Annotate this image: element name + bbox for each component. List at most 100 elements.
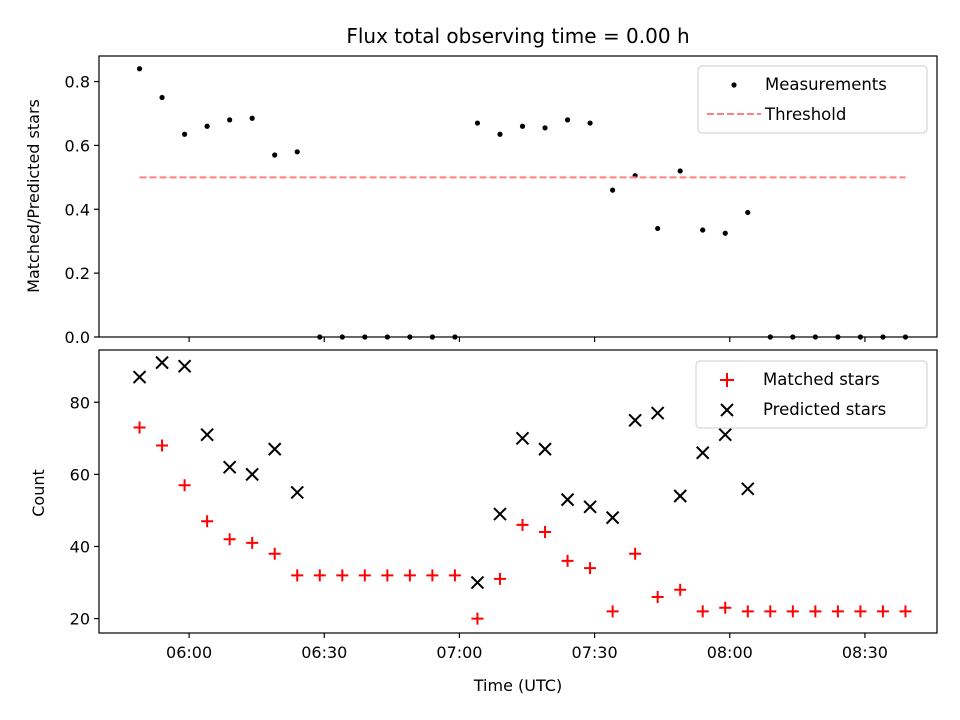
predicted-stars-point <box>628 413 642 428</box>
measurements-point <box>227 117 233 123</box>
matched-stars-point <box>561 554 574 567</box>
matched-stars-point <box>403 569 416 582</box>
matched-stars-point <box>854 605 867 618</box>
ratio-axes: 0.0 0.2 0.4 0.6 0.8 <box>65 73 866 347</box>
predicted-stars-point <box>290 485 304 500</box>
x-axis-label: Time (UTC) <box>473 676 562 695</box>
measurements-point <box>745 209 751 216</box>
y-tick-label: 0.0 <box>65 328 90 347</box>
y-tick-label: 80 <box>70 393 90 412</box>
matched-stars-point <box>674 583 687 596</box>
matched-stars-point <box>831 605 844 618</box>
predicted-stars-point <box>538 442 552 456</box>
y-tick-label: 0.8 <box>65 73 90 92</box>
x-tick-label: 08:00 <box>707 643 753 662</box>
y-axis-label-count: Count <box>29 469 48 517</box>
predicted-stars-point <box>493 507 507 521</box>
ratio-panel: Flux total observing time = 0.00 h Match… <box>24 24 938 347</box>
matched-stars-point <box>268 547 281 560</box>
measurements-point <box>249 115 255 121</box>
predicted-stars-point <box>605 510 620 525</box>
matched-stars-point <box>696 605 709 618</box>
measurements-point <box>294 149 300 155</box>
count-legend: Matched stars Predicted stars <box>695 360 928 429</box>
predicted-stars-point <box>470 575 485 590</box>
matched-stars-point <box>336 569 349 582</box>
matched-stars-point <box>246 536 259 549</box>
legend-marker-measurements <box>731 82 737 88</box>
legend-label-matched-stars: Matched stars <box>763 370 880 389</box>
measurements-point <box>136 66 143 72</box>
ratio-plot-frame <box>98 55 938 338</box>
predicted-stars-point <box>132 370 147 384</box>
predicted-stars-point <box>718 428 732 442</box>
count-panel: Count Time (UTC) 20 40 60 80 06:00 06:30 07:00… <box>29 349 938 695</box>
matched-stars-point <box>471 612 484 625</box>
measurements-point <box>587 120 593 126</box>
matched-stars-point <box>741 605 754 618</box>
predicted-stars-point <box>200 428 214 442</box>
measurements-point <box>159 94 165 101</box>
y-tick-label: 0.2 <box>65 264 90 283</box>
legend-marker-predicted-stars <box>720 403 734 417</box>
matched-stars-point <box>178 479 191 492</box>
measurements-point <box>722 230 728 236</box>
matched-stars-point <box>629 547 642 560</box>
matched-stars-point <box>133 421 146 434</box>
matched-stars-point <box>651 590 664 603</box>
matched-stars-point <box>764 605 777 618</box>
predicted-stars-point <box>560 492 575 507</box>
y-tick-label: 60 <box>70 465 90 484</box>
ratio-legend: Measurements Threshold <box>697 65 928 134</box>
x-tick-label: 07:00 <box>436 643 482 662</box>
matched-stars-point <box>313 569 326 582</box>
predicted-stars-point <box>515 431 530 446</box>
matched-stars-point <box>156 439 169 452</box>
matched-stars-point <box>876 605 889 618</box>
measurements-point <box>564 117 571 123</box>
measurements-point <box>519 123 526 129</box>
measurements-point <box>610 187 616 193</box>
legend-box <box>697 65 928 134</box>
predicted-stars-point <box>177 359 192 373</box>
y-axis-label-ratio: Matched/Predicted stars <box>24 99 43 293</box>
matched-stars-point <box>291 569 304 582</box>
count-axes: 20 40 60 80 06:00 06:30 07:00 07:30 08:00 08:30 <box>70 393 888 662</box>
x-tick-label: 08:30 <box>842 643 888 662</box>
matched-stars-point <box>358 569 371 582</box>
x-tick-label: 06:00 <box>166 643 212 662</box>
count-plot-frame <box>98 349 938 634</box>
measurements-point <box>474 120 481 126</box>
legend-label-predicted-stars: Predicted stars <box>763 400 886 419</box>
matched-stars-point <box>584 562 597 575</box>
measurements-point <box>655 225 661 232</box>
measurements-point <box>204 123 210 129</box>
matched-stars-point <box>516 518 529 531</box>
predicted-stars-point <box>583 500 597 514</box>
matched-stars-point <box>426 569 439 582</box>
matched-stars-point <box>201 515 214 528</box>
predicted-stars-point <box>650 406 665 420</box>
predicted-stars-point <box>673 489 687 503</box>
predicted-stars-point <box>155 355 169 370</box>
y-tick-label: 20 <box>70 610 90 629</box>
measurements-point <box>182 131 188 137</box>
predicted-stars-point <box>696 446 710 460</box>
measurements-point <box>677 168 683 174</box>
y-tick-label: 0.4 <box>65 200 90 219</box>
measurements-point <box>497 131 503 137</box>
measurements-point <box>272 152 278 158</box>
legend-label-threshold: Threshold <box>764 105 846 124</box>
y-tick-label: 0.6 <box>65 136 90 155</box>
legend-label-measurements: Measurements <box>765 75 887 94</box>
matched-stars-point <box>223 533 236 546</box>
x-tick-label: 07:30 <box>572 643 618 662</box>
predicted-stars-point <box>222 460 237 474</box>
y-tick-label: 40 <box>70 537 90 556</box>
measurements-point <box>542 125 548 131</box>
matched-stars-point <box>809 605 822 618</box>
matched-stars-point <box>539 526 552 539</box>
matched-stars-point <box>381 569 394 582</box>
chart-title: Flux total observing time = 0.00 h <box>346 24 689 48</box>
